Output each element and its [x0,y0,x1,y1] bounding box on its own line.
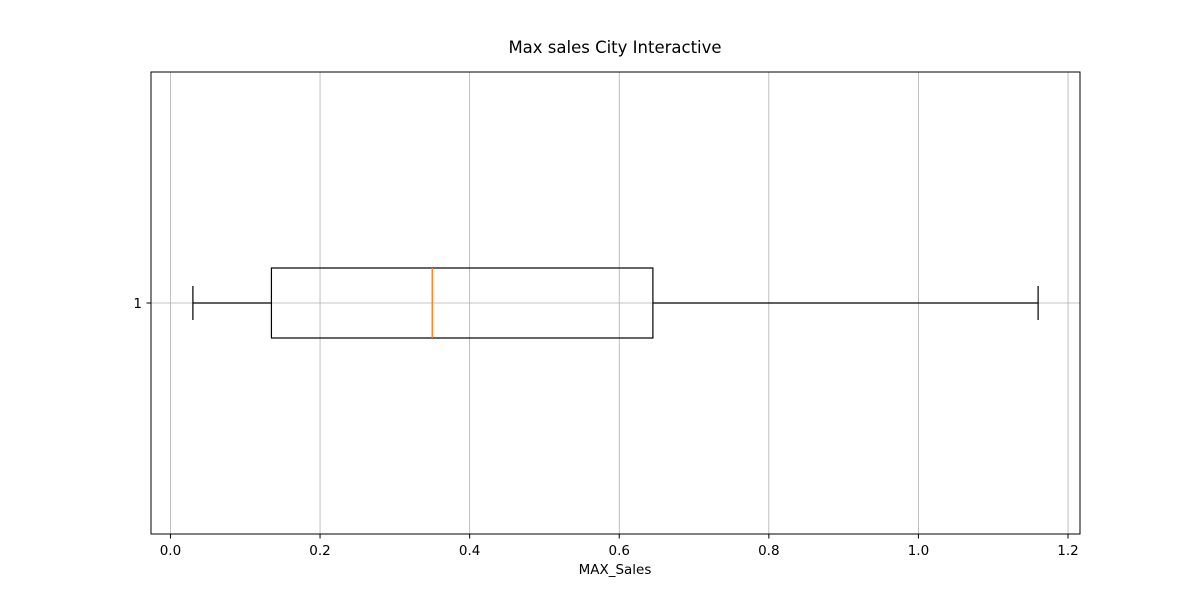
x-tick-label: 0.6 [608,543,629,559]
x-tick-label: 0.4 [459,543,480,559]
x-tick-label: 0.0 [160,543,181,559]
x-tick-label: 0.8 [758,543,779,559]
y-tick-label: 1 [133,296,142,312]
iqr-box [270,267,654,339]
x-tick-label: 0.2 [309,543,330,559]
x-tick-label: 1.2 [1057,543,1078,559]
chart-title: Max sales City Interactive [508,38,721,57]
x-axis-label: MAX_Sales [579,562,652,578]
box-layer [192,267,1039,339]
axes: 0.0 0.2 0.4 0.6 0.8 1.0 1.2 1 [133,71,1081,559]
x-tick-label: 1.0 [908,543,929,559]
